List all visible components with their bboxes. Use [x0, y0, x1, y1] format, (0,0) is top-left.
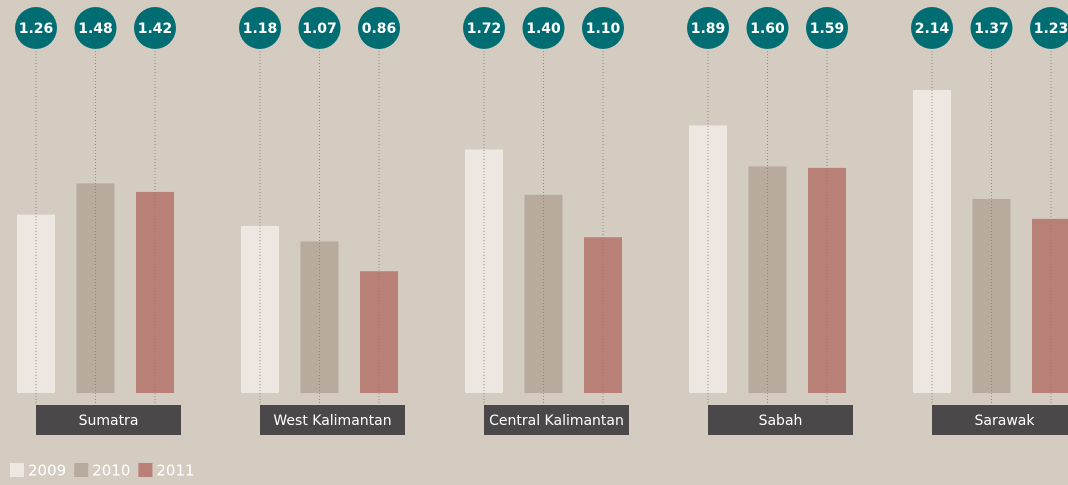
category-label: Sumatra	[79, 413, 139, 429]
value-badge	[806, 7, 848, 49]
value-label: 1.89	[691, 21, 726, 37]
value-label: 1.40	[526, 21, 561, 37]
value-label: 1.59	[810, 21, 845, 37]
value-badge	[134, 7, 176, 49]
category-label: Central Kalimantan	[489, 413, 624, 429]
category-box	[260, 405, 405, 435]
value-label: 0.86	[362, 21, 397, 37]
value-badge	[239, 7, 281, 49]
value-label: 2.14	[915, 21, 950, 37]
bar	[1032, 218, 1068, 393]
value-label: 1.42	[138, 21, 173, 37]
value-badge	[298, 7, 341, 49]
legend-label: 2009	[28, 462, 66, 480]
value-label: 1.07	[302, 21, 337, 37]
category-label: West Kalimantan	[273, 413, 391, 429]
bar	[465, 149, 503, 393]
bar	[524, 194, 563, 393]
legend-label: 2010	[92, 462, 130, 480]
value-badge	[15, 7, 57, 49]
bar	[360, 271, 398, 393]
legend-swatch	[138, 463, 153, 477]
category-label: Sabah	[759, 413, 803, 429]
value-badge	[74, 7, 117, 49]
value-badge	[687, 7, 729, 49]
category-box	[484, 405, 629, 435]
category-box	[36, 405, 181, 435]
category-box	[708, 405, 853, 435]
value-badge	[970, 7, 1013, 49]
legend-swatch	[74, 463, 89, 477]
value-badge	[463, 7, 505, 49]
value-label: 1.72	[467, 21, 502, 37]
category-label: Sarawak	[975, 413, 1036, 429]
category-box	[932, 405, 1068, 435]
legend-label: 2011	[156, 462, 194, 480]
value-label: 1.60	[750, 21, 785, 37]
bar	[300, 241, 339, 393]
value-badge	[522, 7, 565, 49]
value-label: 1.37	[974, 21, 1009, 37]
value-badge	[358, 7, 400, 49]
value-label: 1.10	[586, 21, 621, 37]
value-badge	[746, 7, 789, 49]
legend-swatch	[10, 463, 24, 477]
value-label: 1.18	[243, 21, 278, 37]
value-badge	[582, 7, 624, 49]
bar	[808, 167, 846, 393]
value-label: 1.26	[19, 21, 54, 37]
value-label: 1.23	[1034, 21, 1068, 37]
value-badge	[911, 7, 953, 49]
value-badge	[1030, 7, 1068, 49]
value-label: 1.48	[78, 21, 113, 37]
